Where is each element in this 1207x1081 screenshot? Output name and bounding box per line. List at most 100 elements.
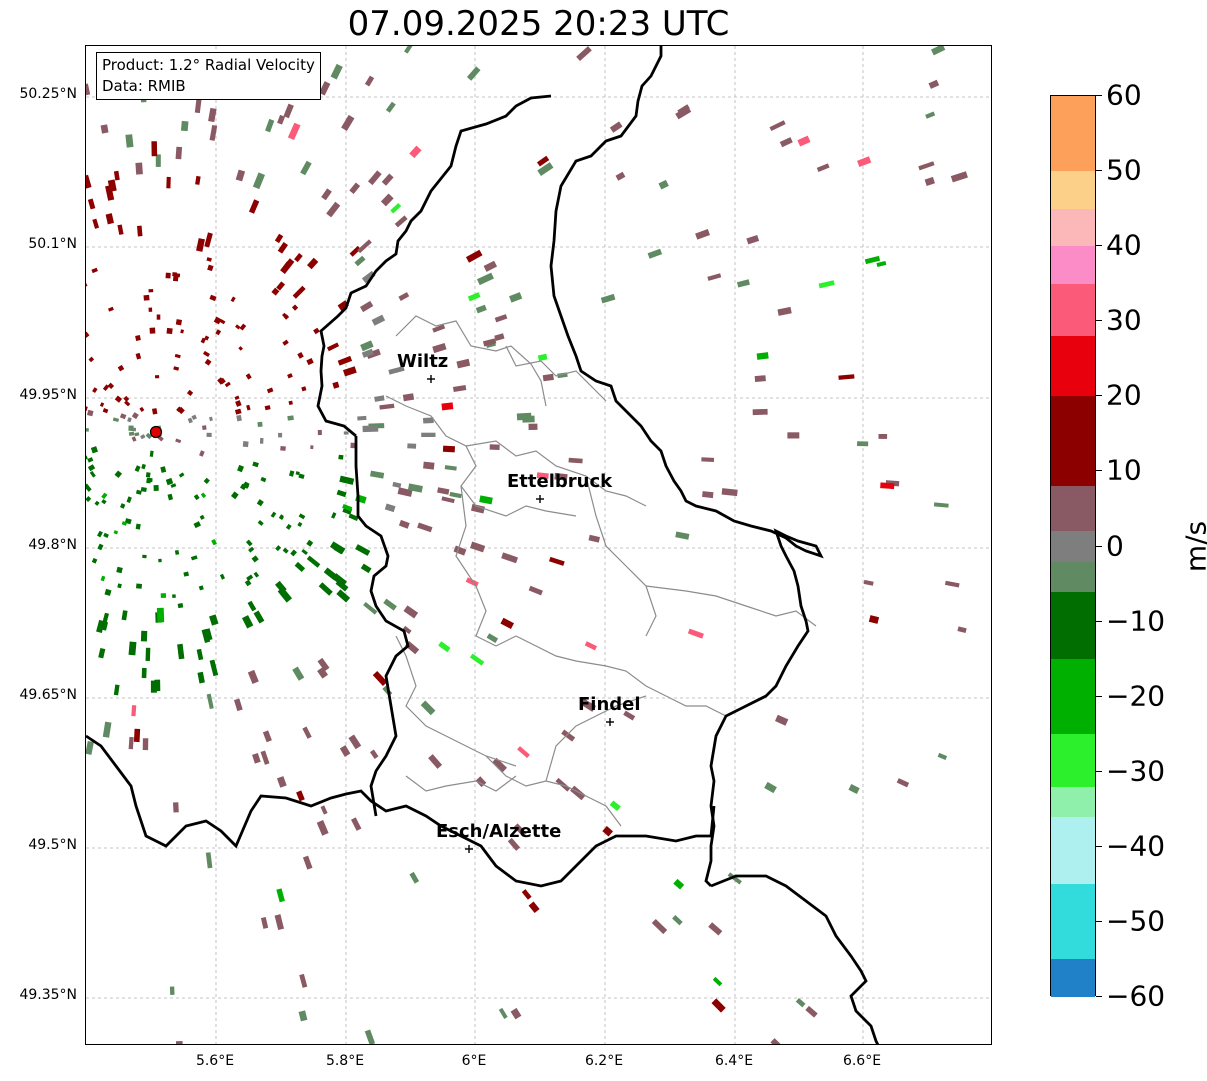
radar-bin: [274, 914, 284, 931]
colorbar-tick: [1096, 996, 1102, 997]
radar-bin: [319, 81, 331, 96]
radar-bin: [209, 416, 213, 422]
radar-bin: [271, 287, 280, 296]
radar-bin: [204, 335, 210, 341]
radar-bin: [466, 66, 481, 81]
radar-bin: [99, 402, 105, 407]
radar-bin: [142, 554, 147, 559]
radar-bin: [135, 352, 142, 360]
radar-bin: [194, 96, 202, 114]
radar-bin: [492, 757, 508, 773]
radar-bin: [117, 224, 124, 235]
radar-bin: [206, 432, 212, 437]
radar-bin: [483, 260, 498, 272]
radar-bin: [323, 567, 338, 581]
radar-bin: [513, 823, 527, 837]
radar-bin: [114, 470, 123, 478]
colorbar-segment: [1051, 959, 1095, 997]
radar-bin: [359, 300, 374, 313]
radar-bin: [260, 476, 267, 483]
radar-bin: [880, 482, 895, 490]
radar-bin: [117, 364, 125, 372]
radar-bin: [712, 976, 723, 987]
radar-bin: [234, 395, 240, 401]
radar-bin: [209, 614, 219, 626]
radar-bin: [316, 820, 329, 836]
radar-bin: [522, 415, 535, 423]
radar-bin: [245, 373, 252, 380]
radar-bin: [173, 366, 180, 371]
colorbar-segment: [1051, 884, 1095, 960]
radar-bin: [528, 423, 538, 431]
radar-bin: [343, 366, 357, 377]
radar-bin: [528, 901, 540, 914]
radar-bin: [235, 169, 246, 182]
radar-bin: [379, 403, 395, 410]
colorbar-tick-label: −20: [1106, 679, 1166, 713]
radar-bin: [283, 314, 290, 320]
radar-bin: [918, 161, 935, 171]
radar-bin: [275, 545, 282, 552]
radar-bin: [360, 340, 374, 352]
colorbar-tick-label: −60: [1106, 979, 1166, 1013]
radar-bin: [103, 532, 109, 538]
radar-bin: [349, 245, 361, 257]
radar-bin: [178, 472, 185, 478]
radar-bin: [863, 579, 874, 586]
radar-bin: [329, 541, 346, 555]
radar-bin: [310, 445, 314, 450]
radar-bin: [86, 405, 88, 412]
radar-bin: [409, 145, 422, 159]
radar-bin: [193, 521, 201, 529]
colorbar-tick-label: 10: [1106, 453, 1142, 487]
radar-bin: [196, 238, 205, 252]
radar-bin: [97, 530, 103, 538]
radar-bin: [388, 366, 405, 375]
radar-bin: [177, 603, 184, 609]
radar-bin: [805, 1005, 818, 1018]
map-panel[interactable]: Product: 1.2° Radial Velocity Data: RMIB…: [85, 45, 992, 1045]
radar-bin: [238, 346, 243, 351]
radar-bin: [112, 417, 120, 423]
radar-bin: [362, 425, 379, 433]
radar-bin: [409, 871, 420, 884]
radar-bin: [372, 671, 388, 687]
radar-bin: [385, 101, 396, 113]
radar-site-marker: [149, 425, 163, 439]
radar-bin: [239, 323, 247, 331]
colorbar-segment: [1051, 561, 1095, 592]
radar-bin: [489, 444, 500, 450]
radar-bin: [91, 557, 98, 564]
radar-bin: [584, 641, 597, 651]
radar-bin: [528, 585, 543, 596]
radar-bin: [107, 382, 115, 390]
radar-bin: [183, 571, 189, 577]
radar-bin: [421, 432, 436, 438]
radar-bin: [253, 610, 265, 624]
radar-bin: [297, 521, 303, 528]
radar-bin: [257, 421, 263, 427]
radar-bin: [195, 175, 201, 185]
radar-bin: [285, 523, 292, 530]
radar-bin: [105, 213, 114, 225]
national-border: [86, 46, 880, 1044]
radar-bin: [507, 837, 521, 851]
radar-bin: [521, 889, 532, 900]
colorbar-tick: [1096, 695, 1102, 697]
radar-bin: [92, 218, 100, 229]
radar-bin: [469, 653, 485, 666]
radar-bin: [283, 103, 294, 119]
radar-bin: [779, 137, 793, 148]
radar-bin: [301, 548, 308, 555]
radar-bin: [108, 306, 114, 312]
radar-bin: [326, 201, 341, 218]
colorbar-segment: [1051, 336, 1095, 397]
radar-bin: [925, 111, 936, 119]
radar-bin: [143, 294, 150, 301]
radar-bin: [156, 314, 161, 320]
radar-bin: [135, 489, 142, 495]
radar-bin: [381, 173, 394, 186]
radar-bin: [452, 385, 467, 393]
radar-bin: [246, 574, 254, 581]
radar-bin: [198, 585, 204, 591]
